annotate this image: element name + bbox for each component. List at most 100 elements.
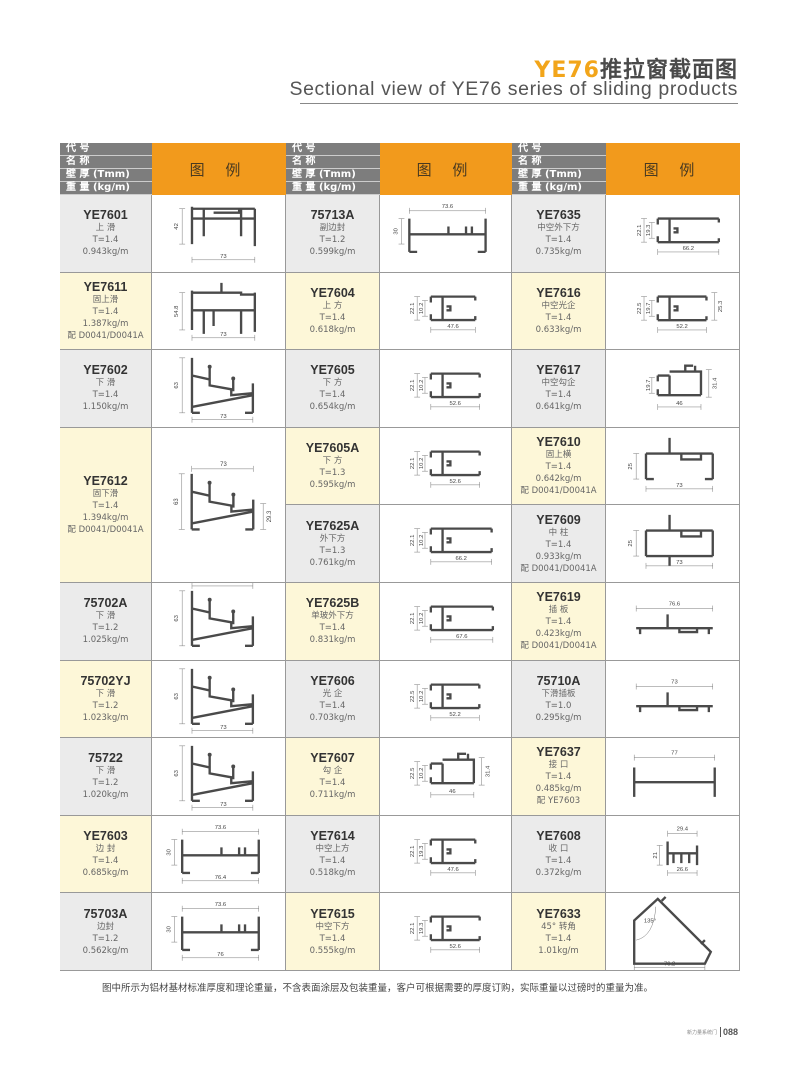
dimension-line bbox=[191, 465, 254, 472]
width-dim: 76.4 bbox=[215, 875, 227, 881]
profile-outline bbox=[656, 364, 703, 397]
width-dim: 76 bbox=[217, 952, 224, 958]
dimension-line bbox=[191, 416, 254, 423]
dimension-line bbox=[181, 955, 260, 962]
profile-knob bbox=[207, 597, 212, 602]
profile-info-cell: YE7603 边 封 T=1.4 0.685kg/m bbox=[60, 815, 152, 894]
header-label-name: 名 称 bbox=[512, 156, 606, 169]
profile-drawing: 25 73 bbox=[628, 515, 714, 570]
profile-drawing: 73.6 30 bbox=[394, 204, 487, 254]
dimension-line bbox=[179, 590, 186, 647]
profile-name: 收 口 bbox=[548, 844, 569, 855]
profile-name: 下 方 bbox=[322, 456, 343, 467]
profile-name: 光 企 bbox=[322, 688, 343, 699]
profile-code: YE7603 bbox=[83, 829, 128, 844]
profile-figure-cell: 73 bbox=[606, 660, 740, 739]
profile-code: YE7612 bbox=[83, 473, 128, 488]
profile-info-cell: YE7609 中 柱 T=1.4 0.933kg/m 配 D0041/D0041A bbox=[512, 505, 606, 583]
matching-parts: 配 D0041/D0041A bbox=[520, 641, 597, 652]
profile-section-drawing: 63 73 bbox=[174, 583, 255, 648]
height-dim: 22.1 bbox=[410, 535, 416, 546]
dimension-line bbox=[478, 757, 485, 786]
profile-figure-cell: 22.1 10.2 52.6 bbox=[380, 427, 512, 506]
profile-info-cell: YE7602 下 滑 T=1.4 1.150kg/m bbox=[60, 350, 152, 428]
profile-drawing: 22.1 19.3 47.6 bbox=[410, 838, 477, 876]
profile-figure-cell: 135° 76.2 bbox=[606, 893, 740, 971]
profile-section-drawing: 19.7 46 31.4 bbox=[646, 364, 719, 411]
profile-drawing: 77 bbox=[633, 751, 716, 798]
profile-code: 75703A bbox=[83, 906, 128, 921]
dimension-line bbox=[422, 377, 428, 394]
dimension-line bbox=[633, 530, 640, 557]
wall-thickness: T=1.4 bbox=[545, 772, 572, 783]
unit-weight: 0.295kg/m bbox=[535, 712, 582, 723]
height-dim: 22.1 bbox=[410, 457, 416, 468]
dimension-line bbox=[422, 455, 428, 472]
dimension-line bbox=[179, 208, 186, 245]
dimension-line bbox=[191, 804, 254, 811]
profile-knob bbox=[231, 687, 236, 692]
profile-name: 45° 转角 bbox=[541, 921, 576, 932]
dimension-line bbox=[191, 727, 254, 734]
profile-figure-cell: 63 73 bbox=[152, 660, 286, 739]
wall-thickness: T=1.4 bbox=[545, 390, 572, 401]
profile-drawing: 22.5 10.2 46 31.4 bbox=[410, 752, 491, 798]
profile-figure-cell: 73.6 30 76 bbox=[152, 893, 286, 971]
profile-name: 上 滑 bbox=[95, 223, 116, 234]
profile-info-cell: YE7607 勾 企 T=1.4 0.711kg/m bbox=[286, 738, 380, 816]
profile-section-drawing: 73.6 30 76 bbox=[166, 902, 260, 962]
profile-name: 上 方 bbox=[322, 300, 343, 311]
height-dim: 22.1 bbox=[410, 845, 416, 856]
profile-outline bbox=[408, 218, 487, 254]
profile-figure-cell: 29.4 21 26.6 bbox=[606, 815, 740, 894]
dimension-line bbox=[181, 828, 260, 835]
height-dim: 22.1 bbox=[410, 613, 416, 624]
profile-table: 代 号名 称壁 厚 (Tmm) 重 量 (kg/m) 图 例 YE7601 上 滑 T=1… bbox=[60, 143, 740, 971]
profile-drawing: 22.5 10.2 52.2 bbox=[410, 683, 481, 721]
profile-name: 固下滑 bbox=[92, 488, 119, 499]
profile-info-cell: YE7611 固上滑 T=1.4 1.387kg/m 配 D0041/D0041A bbox=[60, 272, 152, 351]
profile-code: YE7619 bbox=[536, 590, 581, 605]
profile-section-drawing: 22.1 10.2 47.6 bbox=[410, 295, 477, 333]
header-label-code: 代 号 bbox=[286, 143, 380, 156]
top-width-dim: 73.6 bbox=[215, 825, 227, 831]
wall-thickness: T=1.4 bbox=[545, 235, 572, 246]
height-dim: 22.1 bbox=[410, 302, 416, 313]
width-dim: 67.6 bbox=[456, 634, 467, 640]
top-width-dim: 73.6 bbox=[215, 902, 227, 908]
profile-name: 固上横 bbox=[545, 450, 572, 461]
profile-name: 中空光企 bbox=[541, 300, 576, 311]
wall-thickness: T=1.4 bbox=[92, 390, 119, 401]
unit-weight: 1.387kg/m bbox=[82, 318, 129, 329]
profile-drawing: 22.1 10.2 52.6 bbox=[410, 450, 481, 488]
top-width-dim: 73 bbox=[671, 679, 678, 685]
dimension-line bbox=[633, 965, 706, 970]
profile-name: 外下方 bbox=[319, 533, 346, 544]
matching-parts: 配 D0041/D0041A bbox=[67, 524, 144, 535]
unit-weight: 1.023kg/m bbox=[82, 712, 129, 723]
column-header-figure: 图 例 bbox=[606, 143, 740, 195]
header-label-thickness: 壁 厚 (Tmm) bbox=[286, 169, 380, 182]
dimension-line bbox=[656, 845, 663, 866]
dimension-line bbox=[641, 218, 647, 243]
height-dim: 63 bbox=[174, 382, 180, 389]
profile-code: YE7606 bbox=[310, 673, 355, 688]
profile-info-cell: YE7633 45° 转角 T=1.4 1.01kg/m bbox=[512, 893, 606, 971]
inner-height-dim: 10.2 bbox=[419, 768, 425, 779]
dimension-line bbox=[635, 683, 714, 690]
profile-outline bbox=[666, 841, 699, 865]
dimension-line bbox=[414, 451, 421, 476]
profile-knob bbox=[207, 480, 212, 485]
height-dim: 42 bbox=[174, 223, 180, 230]
width-dim: 73 bbox=[676, 560, 683, 566]
inner-height-dim: 10.2 bbox=[419, 535, 425, 546]
wall-thickness: T=1.4 bbox=[545, 462, 572, 473]
profile-code: YE7610 bbox=[536, 435, 581, 450]
inner-height-dim: 10.2 bbox=[419, 457, 425, 468]
inner-height-dim: 19.3 bbox=[646, 224, 652, 236]
wall-thickness: T=1.4 bbox=[545, 312, 572, 323]
dimension-line bbox=[409, 207, 486, 214]
profile-code: 75710A bbox=[536, 673, 581, 688]
width-dim: 76.2 bbox=[664, 962, 675, 968]
profile-code: YE7614 bbox=[310, 829, 355, 844]
